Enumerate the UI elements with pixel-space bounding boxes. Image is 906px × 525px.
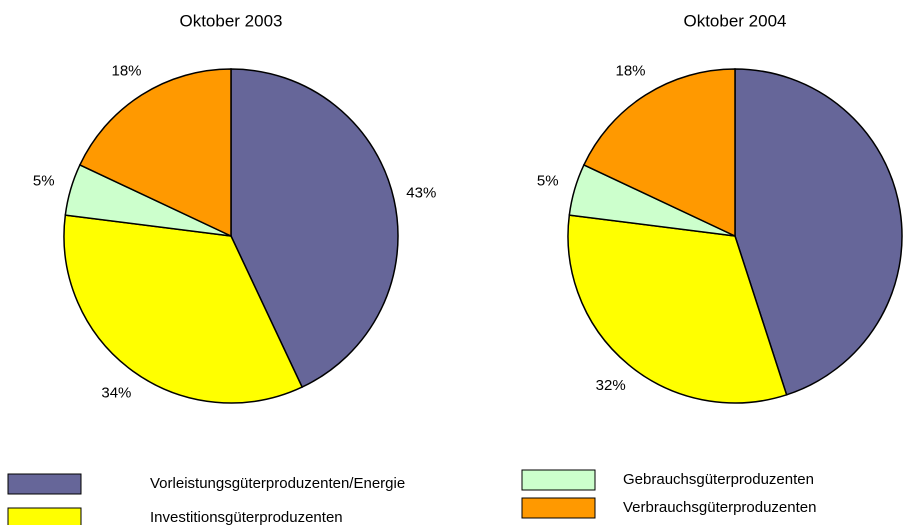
data-label: 5% (537, 173, 559, 190)
legend-swatch (7, 473, 82, 495)
pie-slice (78, 68, 232, 238)
chart-title: Oktober 2003 (179, 11, 282, 30)
pie-slice (582, 68, 736, 238)
data-label: 32% (596, 377, 626, 394)
pie-slice (567, 214, 788, 404)
data-label: 18% (615, 62, 645, 79)
data-label: 5% (33, 173, 55, 190)
data-label: 18% (111, 62, 141, 79)
pie-slice (63, 214, 304, 404)
legend-swatch (521, 497, 596, 519)
legend-label: Investitionsgüterproduzenten (150, 509, 343, 525)
pie-slice (734, 68, 903, 396)
pie-slice (230, 68, 399, 389)
chart-title: Oktober 2004 (683, 11, 786, 30)
legend-swatch (521, 469, 596, 491)
data-label: 34% (101, 385, 131, 402)
legend-label: Gebrauchsgüterproduzenten (623, 471, 814, 488)
data-label: 43% (406, 184, 436, 201)
legend-swatch (7, 507, 82, 525)
legend-label: Vorleistungsgüterproduzenten/Energie (150, 475, 405, 492)
legend-label: Verbrauchsgüterproduzenten (623, 499, 816, 516)
